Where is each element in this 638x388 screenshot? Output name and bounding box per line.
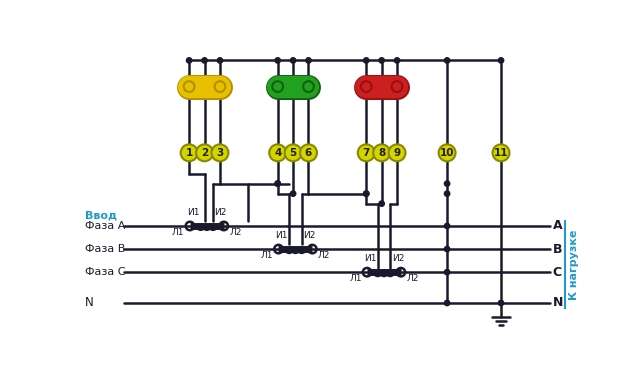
Text: Л2: Л2 (229, 227, 242, 237)
Circle shape (445, 223, 450, 229)
Text: К нагрузке: К нагрузке (569, 229, 579, 300)
Circle shape (272, 81, 283, 92)
Text: 2: 2 (201, 148, 208, 158)
Text: А: А (553, 220, 562, 232)
Text: Фаза С: Фаза С (85, 267, 126, 277)
Text: Л2: Л2 (318, 251, 330, 260)
Circle shape (445, 300, 450, 306)
Circle shape (445, 58, 450, 63)
Text: 4: 4 (274, 148, 281, 158)
Text: Л1: Л1 (172, 227, 184, 237)
Circle shape (196, 144, 213, 161)
Circle shape (275, 58, 280, 63)
Text: И2: И2 (303, 231, 315, 240)
Circle shape (275, 181, 280, 186)
Text: Фаза А: Фаза А (85, 221, 126, 231)
Circle shape (379, 58, 384, 63)
Circle shape (186, 58, 192, 63)
Circle shape (373, 144, 390, 161)
Text: В: В (553, 242, 562, 256)
Circle shape (498, 300, 503, 306)
Circle shape (275, 181, 280, 186)
Circle shape (498, 58, 503, 63)
Circle shape (379, 201, 384, 206)
Circle shape (445, 191, 450, 196)
Circle shape (445, 181, 450, 186)
Text: И1: И1 (187, 208, 199, 217)
Text: Ввод: Ввод (85, 211, 117, 221)
Text: Фаза В: Фаза В (85, 244, 126, 254)
Text: И1: И1 (275, 231, 288, 240)
Circle shape (364, 58, 369, 63)
Circle shape (493, 144, 510, 161)
Circle shape (445, 246, 450, 252)
Circle shape (218, 58, 223, 63)
Circle shape (181, 144, 198, 161)
Circle shape (303, 81, 314, 92)
Circle shape (202, 58, 207, 63)
Circle shape (211, 144, 228, 161)
Circle shape (438, 144, 456, 161)
Text: И2: И2 (392, 254, 404, 263)
Circle shape (445, 270, 450, 275)
Text: 10: 10 (440, 148, 454, 158)
Text: 3: 3 (216, 148, 223, 158)
Circle shape (290, 191, 296, 196)
Circle shape (358, 144, 375, 161)
Circle shape (290, 58, 296, 63)
Circle shape (364, 191, 369, 196)
Text: 5: 5 (290, 148, 297, 158)
Circle shape (184, 81, 195, 92)
Text: Л2: Л2 (406, 274, 419, 283)
Text: 11: 11 (494, 148, 508, 158)
Circle shape (364, 191, 369, 196)
Text: Л1: Л1 (349, 274, 362, 283)
Circle shape (306, 58, 311, 63)
Circle shape (269, 144, 286, 161)
Text: N: N (85, 296, 94, 310)
Text: 8: 8 (378, 148, 385, 158)
Text: 9: 9 (394, 148, 401, 158)
Circle shape (361, 81, 371, 92)
Text: Л1: Л1 (260, 251, 273, 260)
Circle shape (214, 81, 225, 92)
Circle shape (389, 144, 406, 161)
Circle shape (392, 81, 403, 92)
Text: N: N (553, 296, 563, 310)
Text: 6: 6 (305, 148, 312, 158)
Text: 7: 7 (362, 148, 370, 158)
Circle shape (300, 144, 317, 161)
Text: 1: 1 (186, 148, 193, 158)
Text: И2: И2 (214, 208, 227, 217)
Text: С: С (553, 266, 561, 279)
Text: И1: И1 (364, 254, 376, 263)
Circle shape (285, 144, 302, 161)
Circle shape (394, 58, 400, 63)
